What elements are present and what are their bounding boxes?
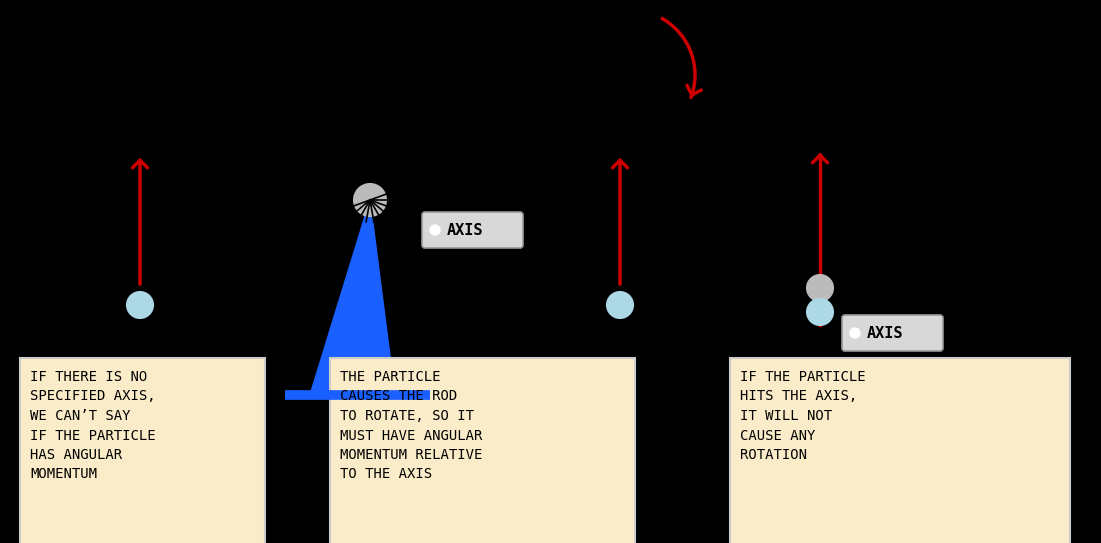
Circle shape [807,299,833,325]
FancyBboxPatch shape [730,358,1070,543]
Text: THE PARTICLE
CAUSES THE ROD
TO ROTATE, SO IT
MUST HAVE ANGULAR
MOMENTUM RELATIVE: THE PARTICLE CAUSES THE ROD TO ROTATE, S… [340,370,482,482]
FancyBboxPatch shape [330,358,635,543]
FancyBboxPatch shape [422,212,523,248]
Text: AXIS: AXIS [866,325,904,340]
Circle shape [355,184,386,216]
Polygon shape [310,200,395,395]
Circle shape [807,275,833,301]
Circle shape [607,292,633,318]
Text: IF THERE IS NO
SPECIFIED AXIS,
WE CAN’T SAY
IF THE PARTICLE
HAS ANGULAR
MOMENTUM: IF THERE IS NO SPECIFIED AXIS, WE CAN’T … [30,370,155,482]
Circle shape [127,292,153,318]
FancyBboxPatch shape [842,315,942,351]
FancyBboxPatch shape [20,358,265,543]
Text: AXIS: AXIS [447,223,483,237]
Circle shape [430,225,440,235]
Circle shape [850,328,860,338]
Text: IF THE PARTICLE
HITS THE AXIS,
IT WILL NOT
CAUSE ANY
ROTATION: IF THE PARTICLE HITS THE AXIS, IT WILL N… [740,370,865,462]
